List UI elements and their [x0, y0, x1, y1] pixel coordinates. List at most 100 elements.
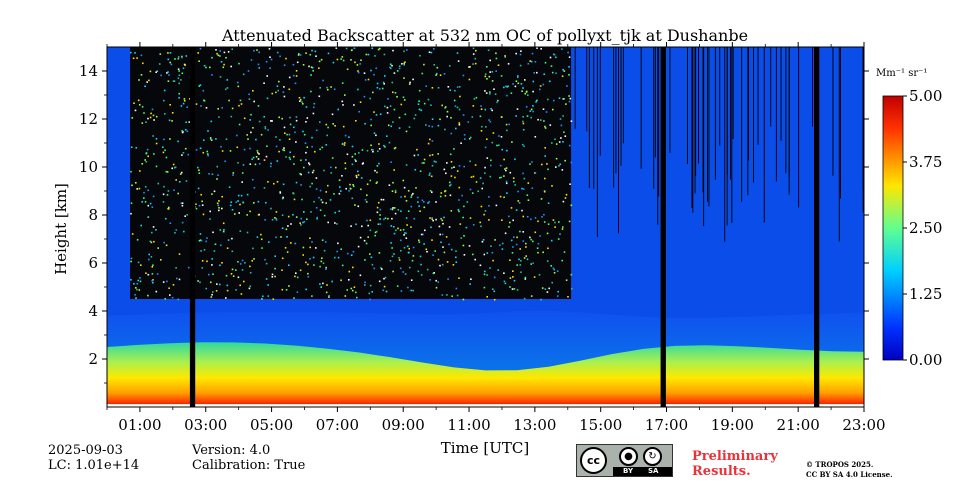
noise-speck: [488, 75, 491, 78]
noise-speck: [320, 260, 323, 263]
noise-speck: [486, 157, 489, 159]
noise-speck: [294, 82, 297, 85]
noise-speck: [214, 243, 217, 245]
noise-speck: [185, 180, 188, 182]
noise-speck: [489, 164, 492, 167]
signal-gap-streak: [703, 47, 705, 227]
noise-speck: [468, 66, 470, 68]
noise-speck: [450, 210, 453, 212]
noise-speck: [426, 268, 429, 271]
noise-speck: [523, 177, 526, 180]
noise-speck: [288, 133, 291, 136]
noise-speck: [164, 298, 166, 300]
noise-speck: [521, 187, 523, 190]
noise-speck: [529, 236, 531, 239]
noise-speck: [237, 85, 240, 88]
noise-speck: [249, 285, 252, 288]
noise-speck: [562, 200, 565, 203]
noise-speck: [379, 47, 381, 50]
noise-speck: [138, 187, 141, 190]
noise-speck: [450, 161, 453, 163]
noise-speck: [325, 191, 327, 193]
noise-speck: [266, 75, 268, 77]
noise-speck: [525, 255, 527, 257]
noise-speck: [288, 76, 291, 79]
noise-speck: [328, 296, 330, 298]
noise-speck: [355, 176, 358, 179]
noise-speck: [325, 266, 327, 269]
noise-speck: [486, 296, 488, 298]
noise-speck: [263, 159, 266, 161]
noise-speck: [508, 226, 510, 228]
noise-speck: [210, 138, 212, 140]
noise-speck: [256, 150, 259, 152]
noise-speck: [250, 59, 253, 61]
noise-speck: [283, 149, 286, 152]
noise-speck: [371, 148, 373, 151]
noise-speck: [545, 111, 548, 113]
noise-speck: [500, 136, 503, 138]
noise-speck: [414, 168, 417, 171]
noise-speck: [369, 253, 371, 255]
noise-speck: [458, 108, 461, 111]
noise-speck: [458, 210, 460, 213]
noise-speck: [223, 63, 225, 66]
noise-speck: [237, 261, 239, 263]
noise-speck: [544, 61, 547, 64]
noise-speck: [390, 67, 392, 70]
noise-speck: [429, 279, 431, 281]
noise-speck: [335, 47, 338, 49]
noise-speck: [296, 61, 299, 64]
noise-speck: [474, 258, 476, 261]
noise-speck: [522, 231, 524, 233]
noise-speck: [552, 219, 555, 221]
noise-speck: [200, 105, 202, 107]
noise-speck: [532, 110, 534, 113]
noise-speck: [276, 85, 279, 87]
noise-speck: [378, 148, 381, 150]
noise-speck: [209, 137, 212, 139]
noise-speck: [423, 63, 425, 66]
noise-speck: [314, 150, 316, 153]
noise-speck: [405, 200, 408, 202]
noise-speck: [249, 265, 251, 268]
noise-speck: [391, 217, 393, 220]
noise-speck: [357, 71, 360, 74]
noise-speck: [489, 59, 491, 62]
noise-speck: [225, 56, 227, 59]
noise-speck: [348, 136, 350, 138]
noise-speck: [550, 239, 553, 242]
noise-speck: [393, 169, 395, 171]
noise-speck: [178, 253, 181, 255]
noise-speck: [448, 65, 451, 67]
noise-speck: [378, 143, 380, 145]
noise-speck: [462, 216, 464, 219]
noise-speck: [423, 158, 426, 161]
noise-speck: [357, 88, 359, 91]
noise-speck: [240, 194, 243, 197]
noise-speck: [274, 255, 276, 257]
noise-speck: [420, 263, 422, 266]
noise-speck: [496, 101, 498, 104]
noise-speck: [433, 48, 435, 50]
noise-speck: [555, 166, 557, 168]
noise-speck: [182, 67, 185, 69]
noise-speck: [551, 142, 553, 144]
noise-speck: [432, 219, 434, 222]
noise-speck: [391, 208, 394, 211]
noise-speck: [135, 147, 138, 149]
noise-speck: [444, 195, 447, 197]
noise-speck: [374, 234, 376, 237]
noise-speck: [308, 162, 310, 164]
noise-speck: [136, 188, 138, 190]
noise-speck: [456, 86, 459, 88]
noise-speck: [551, 281, 553, 284]
noise-speck: [252, 156, 255, 159]
noise-speck: [453, 148, 455, 150]
noise-speck: [454, 176, 456, 179]
noise-speck: [302, 64, 305, 66]
y-tick-label: 2: [88, 350, 98, 368]
noise-speck: [261, 298, 263, 300]
noise-speck: [483, 273, 486, 276]
noise-speck: [431, 239, 433, 241]
